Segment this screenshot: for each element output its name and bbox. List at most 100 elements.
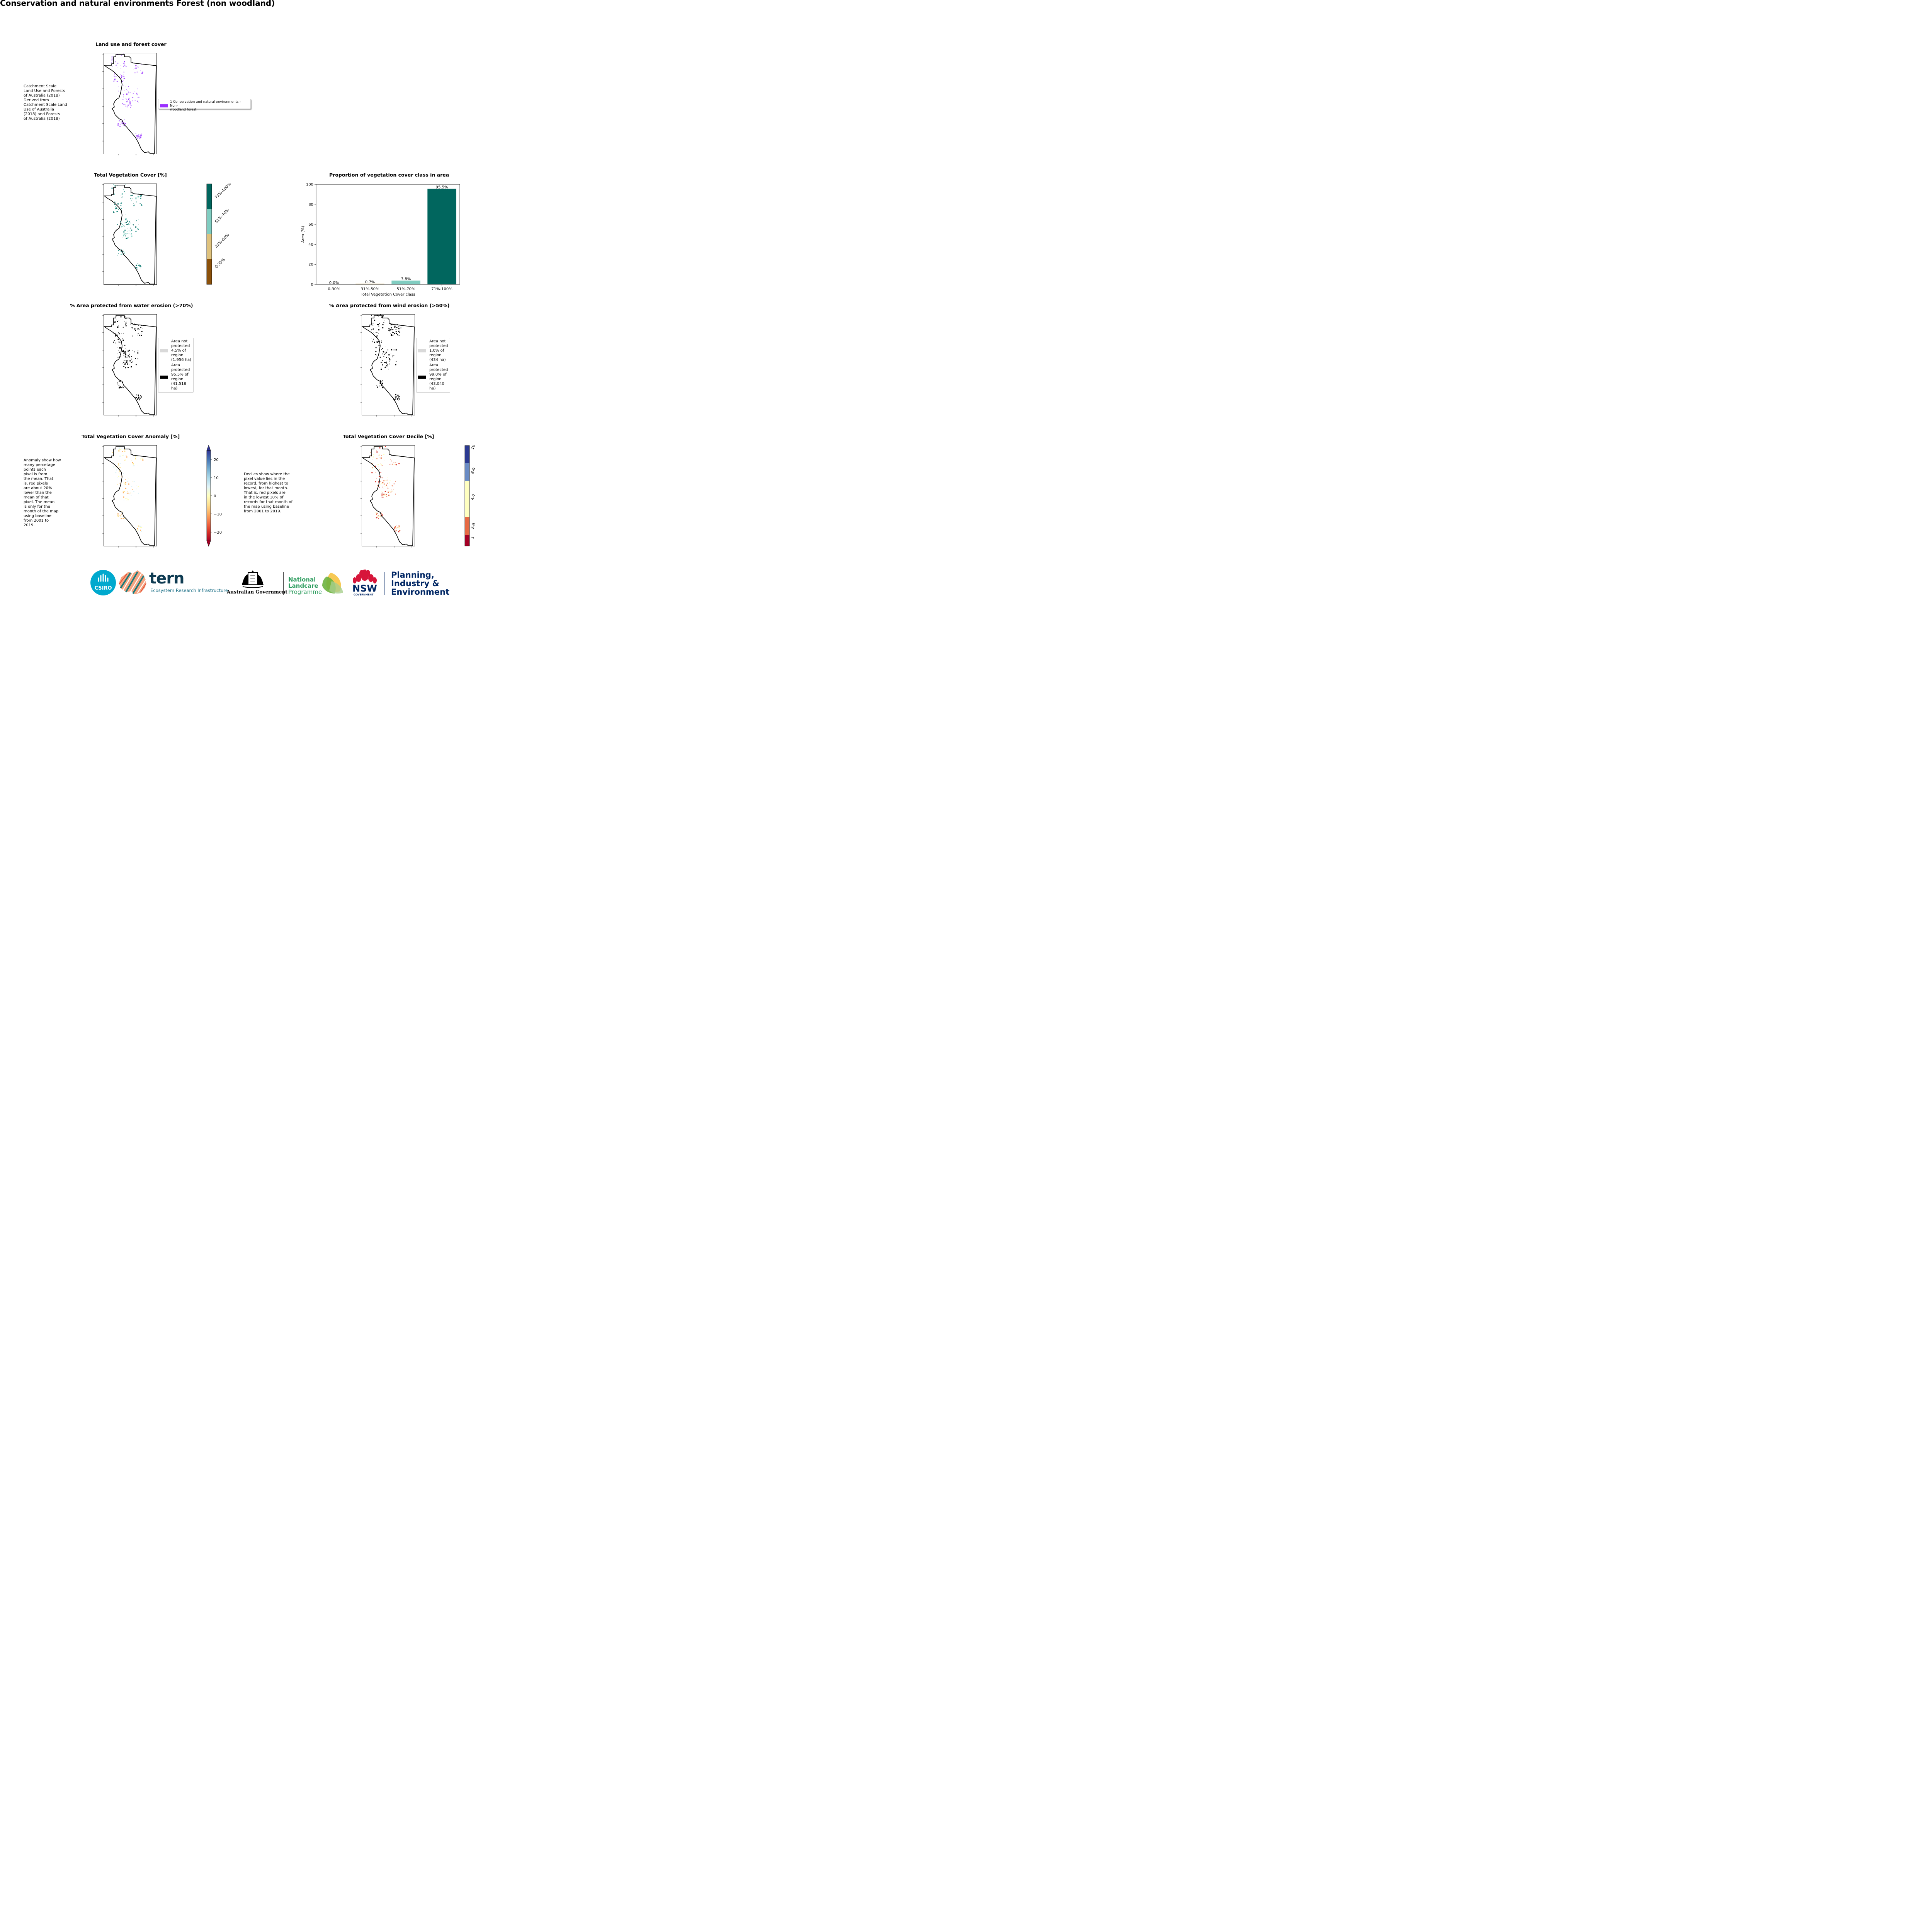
decile-tick-4-7: 4-7 <box>470 493 476 501</box>
bar-value-label: 95.5% <box>436 185 448 190</box>
decile-tick-8-9: 8-9 <box>470 467 476 474</box>
tvc-colorbar-31-50 <box>207 234 212 259</box>
legend-swatch <box>418 349 426 352</box>
legend-swatch <box>160 104 168 107</box>
nsw-logo-text: NSW <box>352 583 377 594</box>
tvc-colorbar-0-30 <box>207 259 212 284</box>
map-pixels <box>113 315 143 401</box>
bar-51%-70% <box>391 281 420 284</box>
y-tick-label: 100 <box>306 183 313 187</box>
logo-divider <box>283 572 284 595</box>
tern-logo-text: tern <box>149 570 184 587</box>
bar-chart-title: Proportion of vegetation cover class in … <box>329 172 449 178</box>
land-use-legend: 1 Conservation and natural environments … <box>158 99 251 112</box>
anomaly-tick-20: 20 <box>214 458 219 462</box>
region-outline <box>361 315 415 415</box>
legend-label: 1 Conservation and natural environments … <box>170 100 242 112</box>
x-tick-label: 51%-70% <box>396 287 415 291</box>
tvc-title: Total Vegetation Cover [%] <box>94 172 167 178</box>
x-tick-label: 31%-50% <box>361 287 379 291</box>
wind-erosion-title: % Area protected from wind erosion (>50%… <box>329 303 450 308</box>
decile-note: Deciles show where the pixel value lies … <box>244 472 293 514</box>
anomaly-tick-0: 0 <box>214 494 216 498</box>
colorbar-extend-max <box>206 444 211 451</box>
region-outline <box>361 446 415 546</box>
legend-label: Area not protected 1.0% of region (434 h… <box>429 339 448 362</box>
decile-tick-10: 10 <box>470 445 476 450</box>
tvc-tick-31-50: 31%-50% <box>214 233 230 249</box>
map-pixels <box>371 314 401 401</box>
y-tick-label: 60 <box>308 223 313 227</box>
decile-title: Total Vegetation Cover Decile [%] <box>343 434 434 439</box>
legend-item-nonwoodland-forest: 1 Conservation and natural environments … <box>158 99 250 112</box>
decile-colorbar-2-3 <box>465 517 469 535</box>
water-erosion-map <box>102 314 157 417</box>
nlp-text-3: Programme <box>288 588 322 595</box>
nsw-waratah-icon <box>353 570 377 583</box>
bar-value-label: 0.0% <box>329 281 339 285</box>
tvc-colorbar-51-70 <box>207 209 212 234</box>
map-frame <box>362 314 415 415</box>
pie-text-3: Environment <box>391 587 450 597</box>
decile-colorbar-1 <box>465 535 469 546</box>
land-use-note: Catchment Scale Land Use and Forests of … <box>24 84 67 121</box>
map-pixels <box>111 53 143 139</box>
decile-tick-2-3: 2-3 <box>470 522 476 530</box>
map-frame <box>104 314 157 415</box>
decile-colorbar: 10 8-9 4-7 2-3 1 <box>464 445 476 546</box>
nlp-text-1: National <box>288 576 316 583</box>
wind-erosion-map <box>361 314 415 417</box>
anomaly-note: Anomaly show how many percetage points e… <box>24 458 61 527</box>
water-erosion-title: % Area protected from water erosion (>70… <box>70 303 193 308</box>
wind-erosion-legend: Area not protected 1.0% of region (434 h… <box>416 338 450 393</box>
decile-colorbar-8-9 <box>465 463 469 481</box>
bar-71%-100% <box>427 189 456 284</box>
map-pixels <box>111 184 143 270</box>
decile-map <box>361 445 415 548</box>
legend-label: Area protected 99.0% of region (43,040 h… <box>429 363 448 391</box>
anomaly-colorbar-gradient <box>206 450 211 541</box>
land-use-title: Land use and forest cover <box>95 41 167 47</box>
region-outline <box>103 185 156 284</box>
map-frame <box>104 445 157 546</box>
legend-label: Area not protected 4.5% of region (1,956… <box>171 339 192 362</box>
tern-australia-icon <box>119 570 147 594</box>
legend-label: Area protected 95.5% of region (41,518 h… <box>171 363 190 391</box>
map-pixels <box>369 446 401 532</box>
legend-item-protected: Area protected 95.5% of region (41,518 h… <box>160 363 190 391</box>
tern-logo-subtitle: Ecosystem Research Infrastructure <box>150 588 228 593</box>
anomaly-colorbar: 20 10 0 −10 −20 <box>206 444 222 547</box>
water-erosion-legend: Area not protected 4.5% of region (1,956… <box>158 338 194 393</box>
decile-colorbar-10 <box>465 446 469 463</box>
region-outline <box>103 54 156 154</box>
map-frame <box>362 445 415 546</box>
tvc-colorbar-71-100 <box>207 184 212 209</box>
map-pixels <box>112 446 144 532</box>
legend-item-not-protected: Area not protected 1.0% of region (434 h… <box>418 339 448 362</box>
region-outline <box>103 315 156 415</box>
bar-value-label: 3.8% <box>401 277 411 281</box>
colorbar-extend-min <box>206 541 211 547</box>
page: Conservation and natural environments Fo… <box>0 0 479 605</box>
national-landcare-leaf-icon <box>322 573 343 594</box>
nsw-government-text: GOVERNMENT <box>354 593 374 596</box>
anomaly-tick-minus20: −20 <box>214 531 222 535</box>
legend-swatch <box>418 376 426 379</box>
pie-text-2: Industry & <box>391 579 439 588</box>
australian-government-crest-icon <box>242 570 264 588</box>
y-tick-label: 80 <box>308 202 313 207</box>
legend-swatch <box>160 376 168 379</box>
decile-tick-1: 1 <box>470 536 475 539</box>
x-tick-label: 71%-100% <box>431 287 452 291</box>
legend-item-protected: Area protected 99.0% of region (43,040 h… <box>418 363 448 391</box>
anomaly-map <box>102 445 157 548</box>
anomaly-title: Total Vegetation Cover Anomaly [%] <box>82 434 180 439</box>
bar-value-label: 0.7% <box>365 280 375 284</box>
tvc-map <box>102 184 157 286</box>
y-tick-label: 40 <box>308 243 313 247</box>
x-tick-label: 0-30% <box>328 287 340 291</box>
y-tick-label: 0 <box>311 283 313 287</box>
csiro-logo: CSIRO <box>90 570 116 595</box>
anomaly-tick-minus10: −10 <box>214 512 222 517</box>
bar-chart: 0.0% 0-30% 0.7% 31%-50% 3.8% 51%-70% 95.5% 71%-… <box>301 183 460 297</box>
